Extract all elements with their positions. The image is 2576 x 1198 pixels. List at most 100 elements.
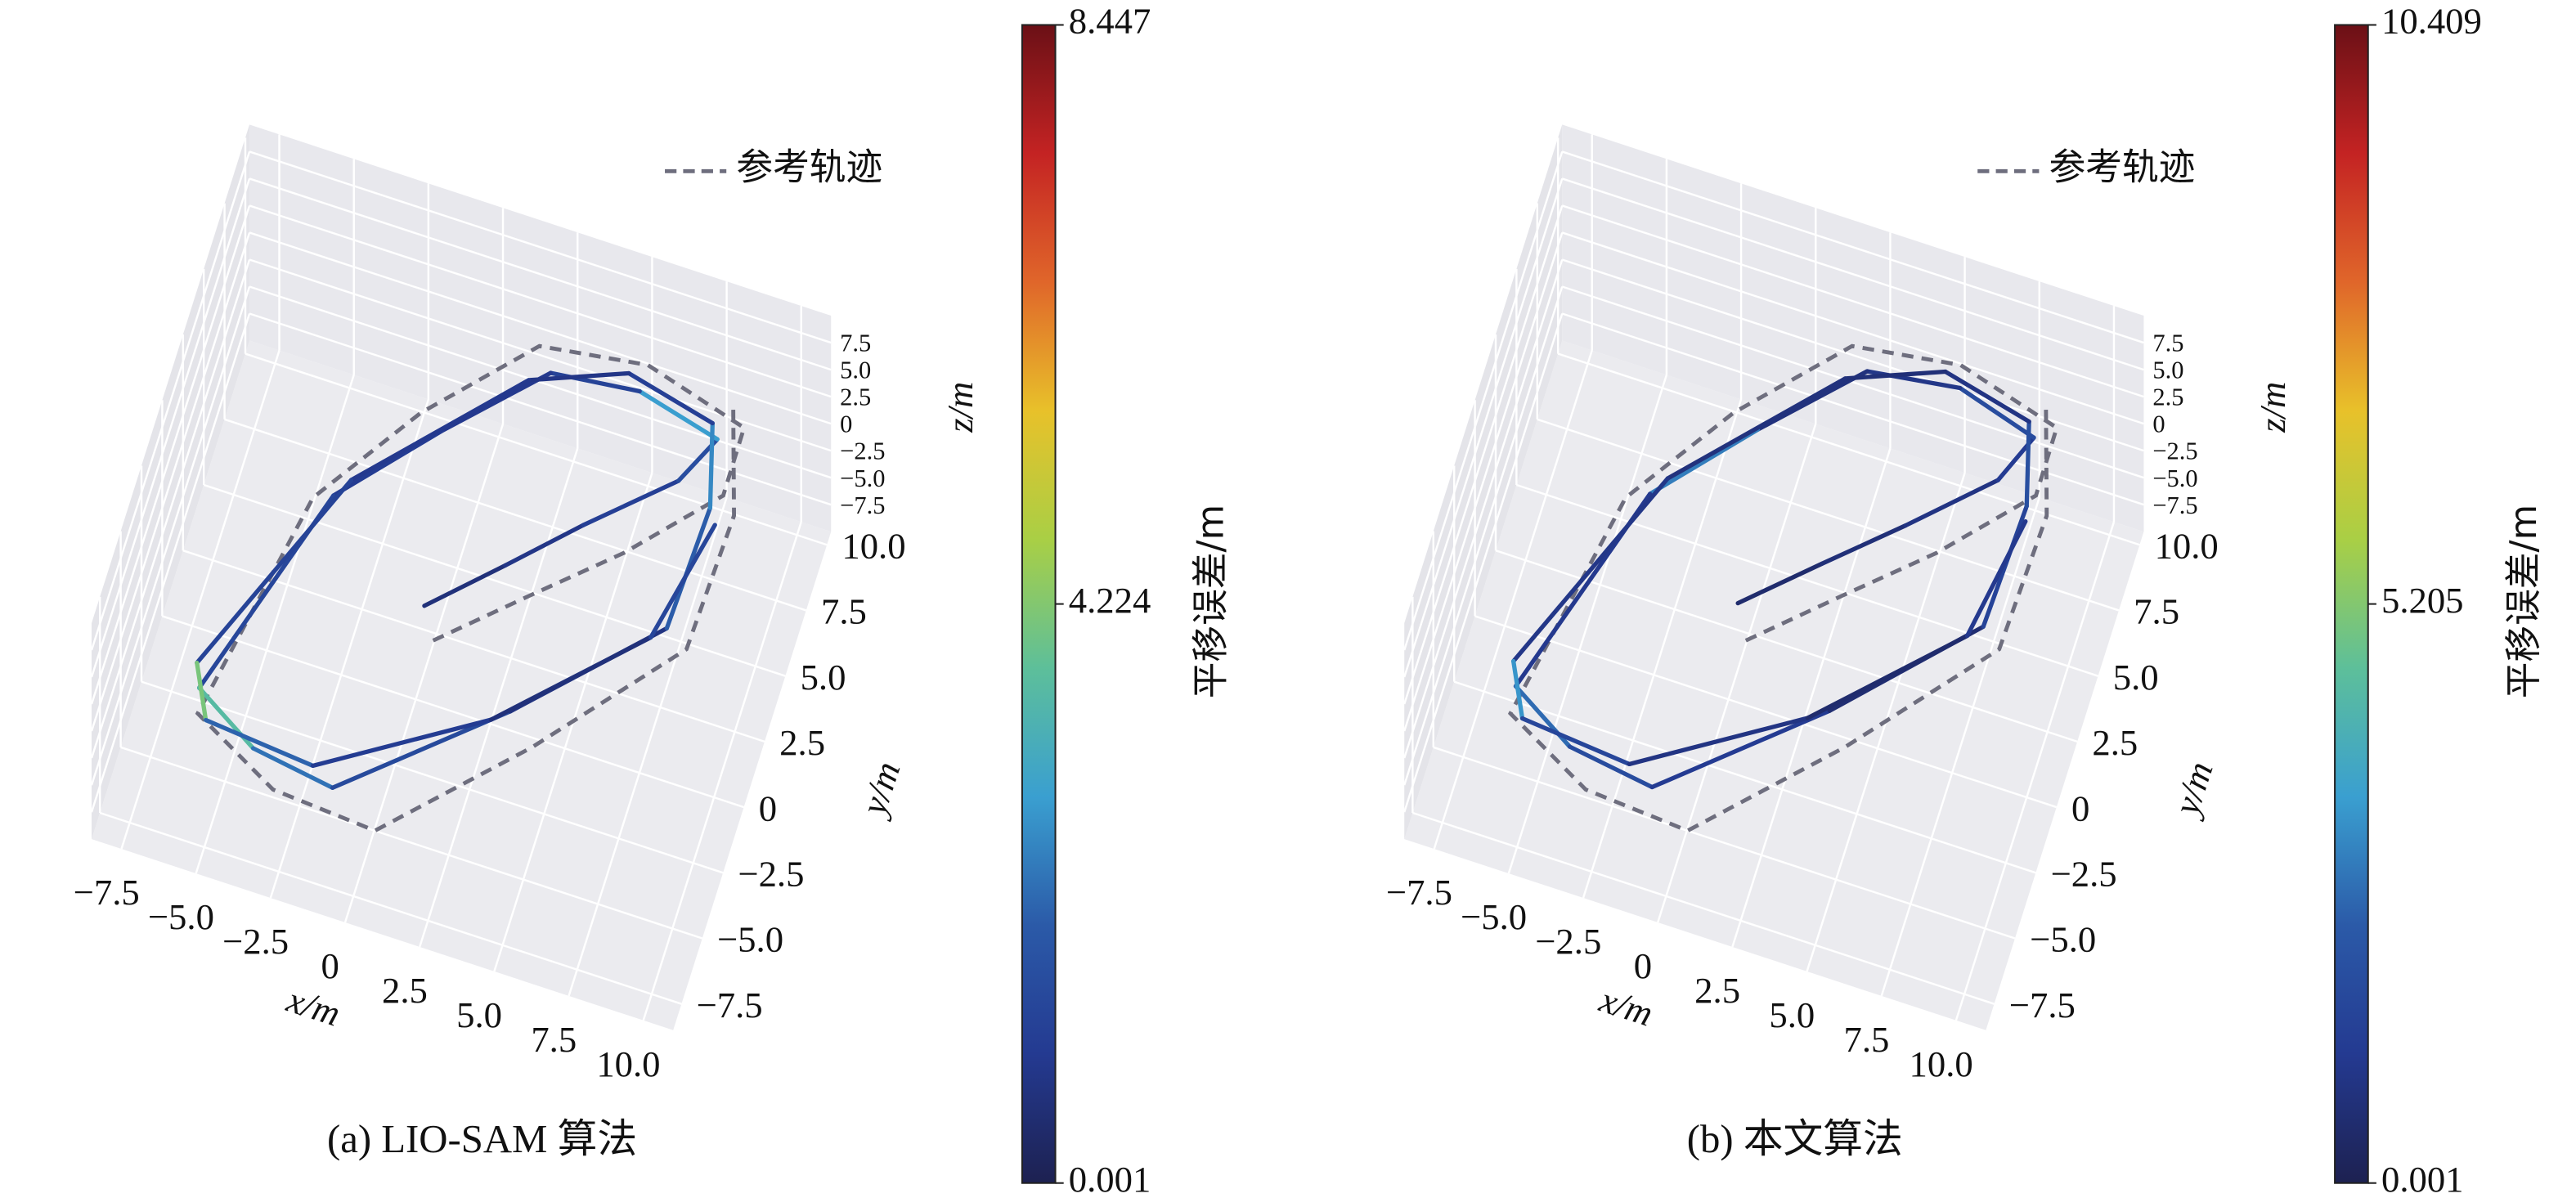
grid-line [1403, 178, 1564, 678]
z-tick-label: −2.5 [840, 437, 885, 465]
trajectory-segment [488, 635, 653, 722]
y-tick-label: −7.5 [2009, 985, 2076, 1025]
trajectory-segment [503, 523, 586, 568]
grid-line [195, 375, 355, 874]
panel: −7.5−5.0−2.502.55.07.510.0−7.5−5.0−2.502… [1386, 1, 2545, 1198]
trajectory-segment [1511, 476, 1670, 664]
x-tick-label: 2.5 [1694, 970, 1740, 1011]
grid-line [1561, 231, 2144, 425]
y-axis-label: y/m [852, 756, 909, 823]
trajectory-segment [1964, 518, 2028, 639]
grid-line [90, 286, 251, 786]
grid-line [1582, 399, 1743, 899]
grid-line [1731, 447, 1892, 948]
grid-line [1403, 259, 1564, 759]
grid-line [249, 204, 832, 398]
z-axis-label: z/m [940, 382, 981, 433]
trajectory-segment [250, 746, 335, 790]
colorbar-tick-label: 4.224 [1069, 580, 1151, 621]
grid-line [1495, 550, 2078, 743]
x-tick-label: 5.0 [456, 994, 502, 1035]
grid-line [162, 615, 744, 809]
y-axis-label: y/m [2165, 756, 2221, 823]
trajectory-segment [1649, 708, 1832, 790]
grid-line [249, 231, 832, 425]
trajectory-segment [1805, 633, 1970, 720]
grid-line [1561, 150, 2144, 344]
colorbar-label: 平移误差/m [1190, 505, 1232, 698]
grid-line [249, 285, 832, 479]
z-tick-label: 0 [2152, 411, 2165, 438]
trajectory-segment [1519, 716, 1632, 767]
x-tick-label: −7.5 [1386, 872, 1452, 913]
grid-line [224, 418, 807, 612]
trajectory-segment [195, 478, 354, 666]
z-tick-label: −5.0 [2152, 464, 2197, 492]
y-tick-label: 7.5 [821, 591, 867, 632]
grid-line [1403, 205, 1564, 705]
colorbar-tick-label: 0.001 [2381, 1159, 2464, 1198]
x-tick-label: 7.5 [1844, 1019, 1890, 1060]
colorbar-tick-label: 8.447 [1069, 1, 1151, 42]
colorbar-tick-label: 0.001 [1069, 1159, 1151, 1198]
z-tick-label: 5.0 [840, 357, 871, 384]
caption: (a) LIO-SAM 算法 [327, 1117, 637, 1161]
grid-line [120, 746, 703, 940]
y-tick-label: −2.5 [738, 854, 804, 895]
grid-line [99, 811, 682, 1005]
y-tick-label: 7.5 [2134, 591, 2179, 632]
z-tick-label: 7.5 [840, 330, 871, 357]
trajectory-segment [1647, 427, 1761, 496]
trajectory-segment [1735, 561, 1824, 606]
grid-line [90, 259, 251, 759]
grid-line [90, 232, 251, 732]
trajectory-segment [2024, 419, 2031, 509]
grid-line [90, 313, 251, 813]
y-tick-label: 5.0 [801, 657, 846, 698]
grid-line [1880, 496, 2040, 997]
x-tick-label: −2.5 [222, 921, 289, 962]
z-tick-label: 0 [840, 411, 852, 438]
y-tick-label: 10.0 [841, 526, 905, 567]
y-tick-label: −5.0 [2030, 919, 2096, 960]
grid-line [90, 151, 251, 651]
trajectory-segment [648, 523, 717, 640]
grid-line [120, 350, 280, 850]
trajectory-segment [195, 660, 209, 723]
grid-line [1561, 204, 2144, 398]
grid-line [1433, 350, 1593, 850]
y-tick-label: 0 [2071, 787, 2089, 828]
y-tick-label: 10.0 [2155, 526, 2219, 567]
x-tick-label: 0 [321, 945, 339, 986]
grid-line [269, 399, 430, 899]
colorbar-tick-label: 5.205 [2381, 580, 2464, 621]
grid-line [1412, 811, 1995, 1005]
z-tick-label: −7.5 [840, 491, 885, 519]
grid-line [245, 352, 828, 546]
x-tick-label: −2.5 [1535, 921, 1601, 962]
grid-line [1954, 521, 2116, 1021]
trajectory-segment [1665, 376, 1847, 481]
trajectory-segment [707, 420, 715, 510]
grid-line [1453, 680, 2036, 874]
x-tick-label: 7.5 [531, 1019, 577, 1060]
x-tick-label: 5.0 [1769, 994, 1815, 1035]
trajectory-segment [310, 717, 494, 769]
grid-line [1561, 285, 2144, 479]
y-tick-label: −2.5 [2051, 854, 2117, 895]
trajectory-segment [526, 370, 631, 383]
grid-line [1474, 615, 2058, 809]
reference-trajectory [195, 343, 747, 833]
grid-line [182, 550, 765, 743]
x-tick-label: −5.0 [1461, 896, 1527, 937]
trajectory-segment [331, 428, 444, 498]
trajectory-segment [422, 563, 508, 608]
y-tick-label: 0 [759, 787, 777, 828]
grid-line [90, 178, 251, 678]
grid-line [568, 496, 728, 997]
legend-label: 参考轨迹 [2049, 147, 2196, 188]
z-tick-label: −5.0 [840, 464, 885, 492]
x-tick-label: 10.0 [1910, 1043, 1973, 1084]
grid-line [1403, 151, 1564, 651]
x-tick-label: 10.0 [596, 1043, 660, 1084]
